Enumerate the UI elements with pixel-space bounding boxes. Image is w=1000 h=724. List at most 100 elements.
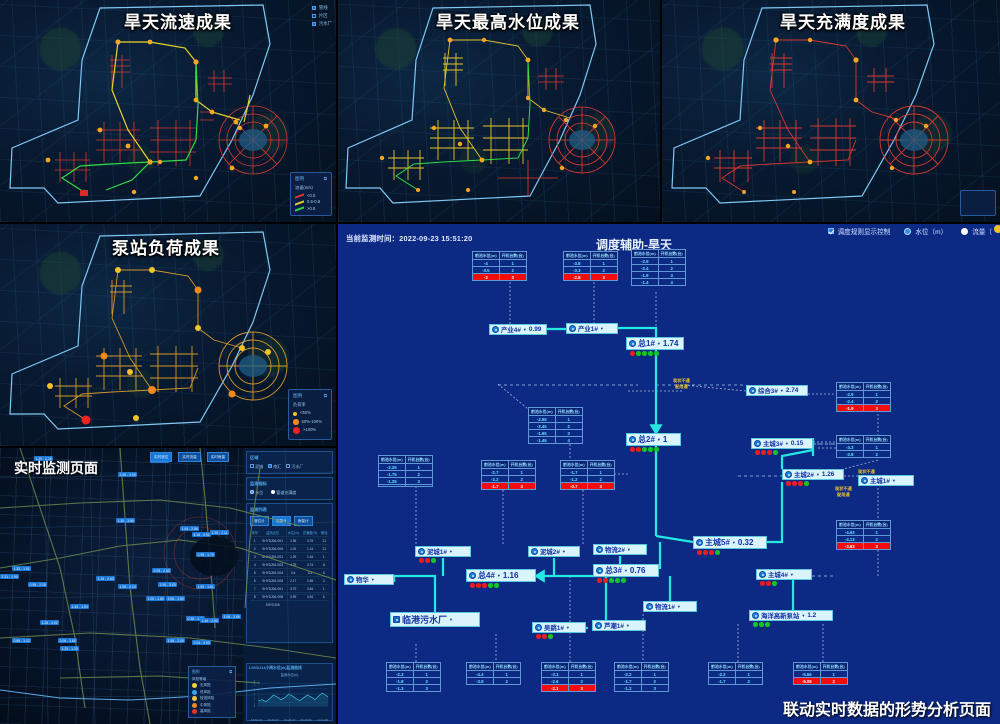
chevron-down-icon[interactable]: ▼	[449, 617, 453, 622]
map-tag[interactable]: 1.26 - 2.60	[96, 576, 116, 581]
region-option[interactable]: 污水厂	[286, 464, 303, 470]
checkbox-icon[interactable]	[827, 228, 834, 234]
collapse-icon[interactable]: ⧉	[323, 393, 327, 399]
table-row[interactable]: 1 SHYDJ06-0H1 1.96 3.79 21	[250, 536, 329, 545]
layer-toggle-item[interactable]: 管线	[311, 4, 332, 12]
tab-realtime-flow[interactable]: 实时流量	[178, 452, 201, 462]
dispatch-node-zonghe3[interactable]: 综合3# ▼ 2.74	[746, 385, 808, 396]
panel-dry-max-level[interactable]: 旱天最高水位成果	[338, 0, 660, 222]
dispatch-node-lingang[interactable]: 临港污水厂 ▼	[390, 612, 480, 627]
radio-icon[interactable]	[961, 227, 969, 235]
dispatch-node-zhucheng5[interactable]: 主城5# ▼ 0.32	[693, 536, 767, 549]
chevron-down-icon[interactable]: ▼	[656, 341, 661, 346]
legend-velocity[interactable]: 图例 ⧉ 流速(m/s) <0.6 0.6-0.8 >0.8	[290, 171, 332, 216]
monitor-list-card[interactable]: 监测列表 液位计 流量计 雨量计 序号 监测点位 水位(m) 充满度(%) 管径…	[246, 503, 333, 643]
rule-display-toggle[interactable]: 调度规则显示控制	[827, 226, 890, 236]
table-row[interactable]: 8 SHYDJ06-0H8 3.99 4.54 6.	[250, 592, 329, 601]
checkbox-icon[interactable]	[286, 464, 291, 468]
map-tag[interactable]: 1.35 - 3.59	[116, 518, 136, 523]
map-tag[interactable]: 2.31 - 1.90	[0, 574, 20, 579]
map-tag[interactable]: 1.25 - 1.20	[60, 646, 80, 651]
chevron-down-icon[interactable]: ▼	[815, 472, 820, 477]
filter-level-gauge[interactable]: 液位计	[250, 516, 269, 526]
metric-filter-card[interactable]: 监测指标 水位 管道充满度	[246, 477, 333, 500]
dispatch-node-wuliu1[interactable]: 物流1# ▼	[643, 601, 697, 612]
map-tag[interactable]: 2.04 - 3.50	[192, 640, 212, 645]
dispatch-node-zhucheng3[interactable]: 主城3# ▼ 0.15	[751, 438, 813, 449]
map-tag[interactable]: 1.95 - 2.10	[118, 584, 138, 589]
panel-dry-fullness[interactable]: 旱天充满度成果	[662, 0, 1000, 222]
tab-realtime-level[interactable]: 实时液位	[150, 452, 173, 462]
table-row[interactable]: SHYDJ06	[250, 600, 329, 608]
chevron-down-icon[interactable]: ▼	[779, 388, 784, 393]
dispatch-node-wuhua[interactable]: 物华 ▼	[344, 574, 394, 585]
legend-fullness[interactable]	[960, 190, 996, 216]
table-row[interactable]: 4 SHYDJ06-0G3 4.29 4.74 8.	[250, 560, 329, 569]
dispatch-node-wuliu2[interactable]: 物流2# ▼	[593, 544, 647, 555]
map-tag[interactable]: 2.06 - 3.00	[118, 472, 138, 477]
dispatch-node-zhucheng2[interactable]: 主城2# ▼ 1.26	[782, 469, 844, 480]
chevron-down-icon[interactable]: ▼	[891, 478, 896, 483]
chevron-down-icon[interactable]: ▼	[784, 441, 789, 446]
panel-dispatch-assist[interactable]: 当前监测时间：2022-09-23 15:51:20 调度辅助-旱天 调度规则显…	[338, 224, 1000, 724]
region-filter-card[interactable]: 区域 泥城 南汇 污水厂	[246, 451, 333, 474]
metric-option[interactable]: 管道充满度	[271, 490, 296, 496]
layer-toggle-item[interactable]: 片区	[311, 12, 332, 20]
collapse-icon[interactable]: ⧉	[323, 175, 327, 181]
checkbox-icon[interactable]	[250, 464, 254, 468]
map-tag[interactable]: 0.86 - 1.12	[12, 638, 32, 643]
panel-pump-load[interactable]: 泵站负荷成果	[0, 224, 336, 446]
map-tag[interactable]: 1.26 - 3.02	[40, 620, 60, 625]
table-row[interactable]: 7 SHYDJ06-0H1 3.79 3.84 1.	[250, 584, 329, 593]
dispatch-node-chanye1[interactable]: 产业1# ▼	[566, 323, 618, 334]
panel-realtime-monitor[interactable]: 实时监测页面 实时液位 实时流量 实时雨量 1.39 - 2.26 0.99 -…	[0, 448, 336, 724]
dispatch-node-nicheng2[interactable]: 泥城2# ▼	[528, 546, 580, 557]
chevron-down-icon[interactable]: ▼	[448, 549, 453, 554]
radio-icon[interactable]	[904, 227, 912, 235]
map-tag[interactable]: 0.98 - 1.70	[196, 552, 216, 557]
map-tag[interactable]: 1.33 - 1.01	[12, 566, 32, 571]
chevron-down-icon[interactable]: ▼	[565, 625, 570, 630]
map-tag[interactable]: 4.16 - 4.91	[192, 532, 212, 537]
chevron-down-icon[interactable]: ▼	[561, 549, 566, 554]
map-tag[interactable]: 1.06 - 2.86	[222, 614, 242, 619]
chevron-down-icon[interactable]: ▼	[496, 573, 501, 578]
chevron-down-icon[interactable]: ▼	[656, 437, 661, 442]
table-row[interactable]: 6 SHYDJ06-0G5 2.17 2.55 2.	[250, 576, 329, 585]
map-tag[interactable]: 2.05 - 2.50	[152, 568, 172, 573]
dispatch-node-chanye4[interactable]: 产业4# ▼ 0.99	[489, 324, 547, 335]
map-tag[interactable]: 1.39 - 2.26	[34, 456, 54, 461]
monitor-table[interactable]: 序号 监测点位 水位(m) 充满度(%) 管径 1 SHYDJ06-0H1 1.96…	[250, 529, 329, 608]
dispatch-node-nicheng1[interactable]: 泥城1# ▼	[415, 546, 471, 557]
map-tag[interactable]: 0.38 - 1.76	[186, 616, 206, 621]
collapse-icon[interactable]: ⧉	[229, 669, 232, 674]
radio-icon[interactable]	[271, 490, 276, 494]
checkbox-icon[interactable]	[311, 5, 316, 10]
chevron-down-icon[interactable]: ▼	[522, 327, 527, 332]
map-tag[interactable]: 2.06 - 1.60	[58, 638, 78, 643]
map-tag[interactable]: 1.00 - 1.60	[146, 596, 166, 601]
metric-option[interactable]: 水位	[250, 490, 263, 496]
layer-toggle-group-1[interactable]: 管线 片区 污水厂	[311, 4, 332, 28]
legend-risk[interactable]: 图例 ⧉ 风险等级 无风险 低风险 较低风险 中风险 高风险	[188, 665, 236, 718]
map-tag[interactable]: 3.06 - 1.50	[166, 596, 186, 601]
radio-icon[interactable]	[250, 490, 254, 494]
map-tag[interactable]: 0.98 - 2.16	[28, 582, 48, 587]
dispatch-node-zhucheng1[interactable]: 主城1# ▼	[858, 475, 914, 486]
dispatch-node-zong2[interactable]: 总2# ▼ 1	[626, 433, 681, 446]
dispatch-node-zong4[interactable]: 总4# ▼ 1.16	[466, 569, 536, 582]
checkbox-icon[interactable]	[311, 21, 316, 26]
metric-flow[interactable]: 流量（	[961, 226, 992, 236]
layer-toggle-item[interactable]: 污水厂	[311, 20, 332, 28]
map-tag[interactable]: 1.50 - 1.81	[196, 584, 216, 589]
panel-dry-velocity[interactable]: 旱天流速成果	[0, 0, 336, 222]
table-row[interactable]: 2 SHYDJ06-0H5 1.02 1.14 21	[250, 544, 329, 553]
chevron-down-icon[interactable]: ▼	[676, 604, 681, 609]
chevron-down-icon[interactable]: ▼	[625, 623, 630, 628]
map-tag[interactable]: 1.45 - 1.94	[70, 604, 90, 609]
map-tag[interactable]: 1.55 - 2.00	[166, 638, 186, 643]
dispatch-node-zhucheng4[interactable]: 主城4# ▼	[756, 569, 812, 580]
map-tag[interactable]: 1.90 - 3.00	[158, 582, 178, 587]
legend-pump-load[interactable]: 图例 ⧉ 负荷率 <50% 50%-100% >100%	[288, 389, 332, 440]
dispatch-node-haiyang[interactable]: 海洋高新泵站 ▼ 1.2	[749, 610, 833, 621]
